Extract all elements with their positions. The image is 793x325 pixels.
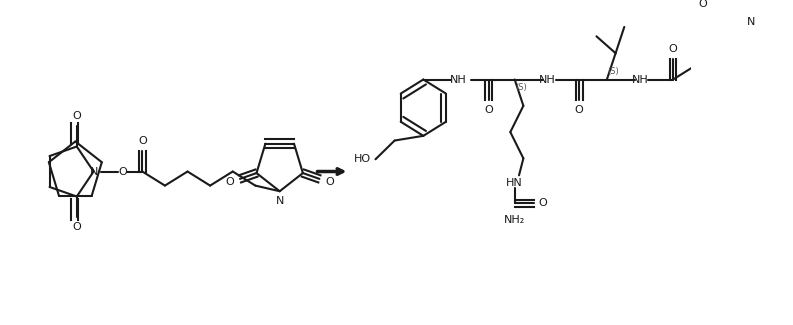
Text: O: O: [575, 105, 584, 114]
Text: O: O: [668, 45, 677, 55]
Text: O: O: [699, 0, 707, 9]
Text: (S): (S): [607, 68, 619, 76]
Text: O: O: [485, 105, 493, 114]
Text: O: O: [226, 177, 235, 187]
Text: O: O: [325, 177, 334, 187]
Text: O: O: [118, 166, 127, 176]
Text: N: N: [275, 196, 284, 206]
Text: HN: HN: [506, 178, 523, 188]
Text: N: N: [90, 166, 98, 176]
Text: O: O: [138, 136, 147, 147]
Text: O: O: [72, 222, 81, 231]
Text: O: O: [538, 199, 547, 208]
Text: NH: NH: [539, 74, 556, 84]
Text: (S): (S): [515, 83, 527, 92]
Text: HO: HO: [354, 154, 371, 164]
Text: O: O: [72, 111, 81, 122]
Text: N: N: [747, 17, 755, 27]
Text: NH: NH: [450, 74, 466, 84]
Text: NH: NH: [631, 74, 649, 84]
Text: NH₂: NH₂: [504, 215, 525, 225]
